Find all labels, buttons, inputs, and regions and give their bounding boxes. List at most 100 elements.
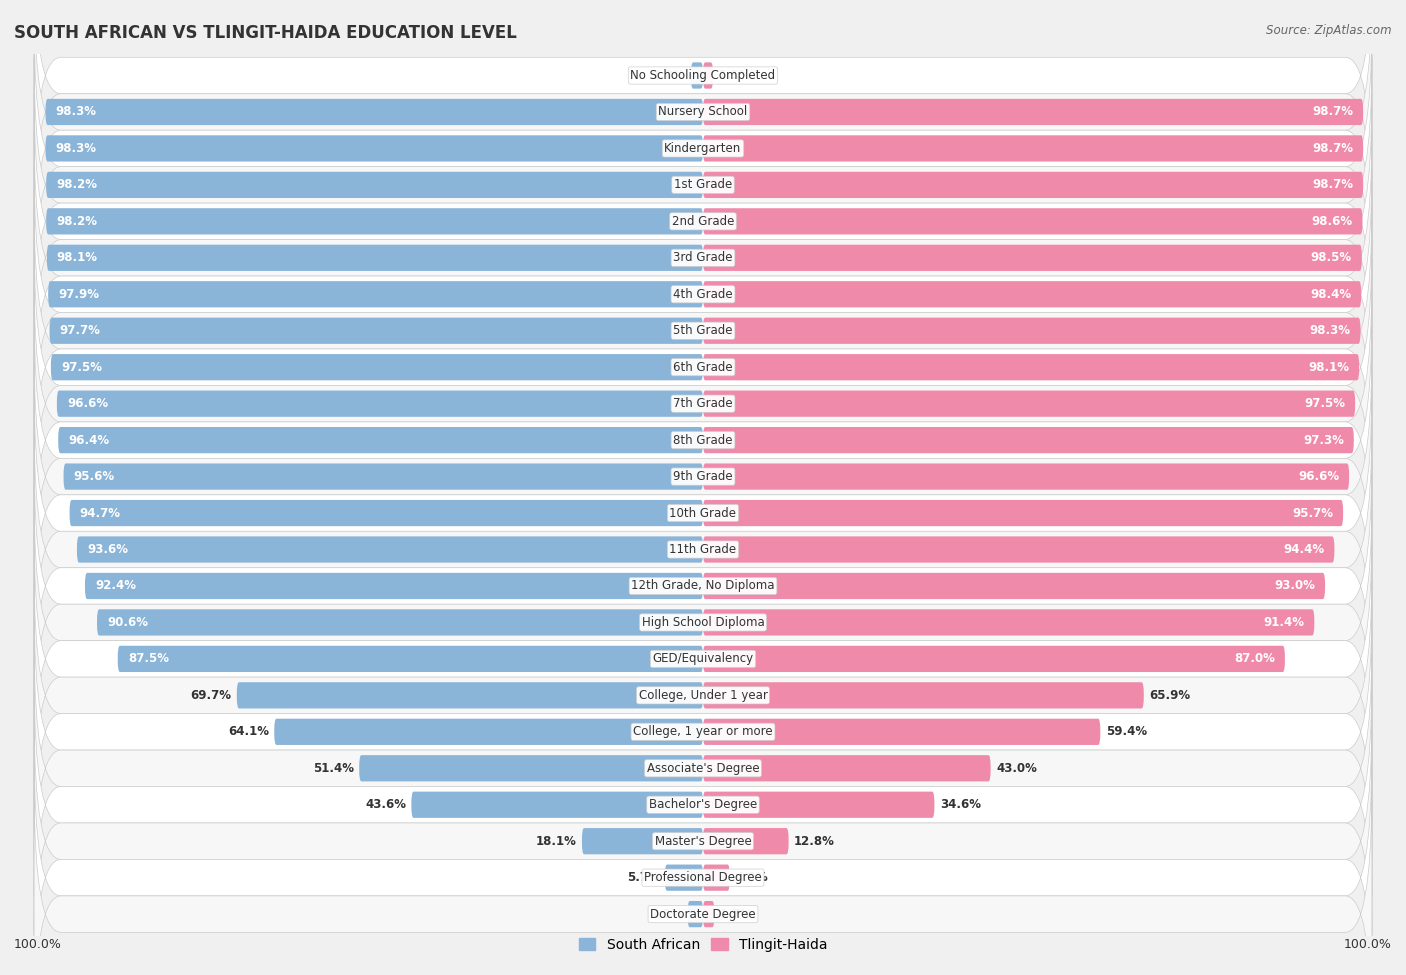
- FancyBboxPatch shape: [34, 276, 1372, 531]
- Text: 59.4%: 59.4%: [1105, 725, 1147, 738]
- Text: 91.4%: 91.4%: [1264, 616, 1305, 629]
- Text: 7th Grade: 7th Grade: [673, 397, 733, 410]
- FancyBboxPatch shape: [703, 136, 1364, 162]
- FancyBboxPatch shape: [45, 98, 703, 125]
- FancyBboxPatch shape: [48, 281, 703, 307]
- Text: 43.6%: 43.6%: [366, 799, 406, 811]
- Text: 4.0%: 4.0%: [735, 871, 768, 884]
- FancyBboxPatch shape: [703, 865, 730, 891]
- Text: Associate's Degree: Associate's Degree: [647, 761, 759, 775]
- FancyBboxPatch shape: [703, 281, 1361, 307]
- FancyBboxPatch shape: [703, 209, 1362, 234]
- Text: 98.4%: 98.4%: [1310, 288, 1351, 300]
- FancyBboxPatch shape: [703, 172, 1364, 198]
- FancyBboxPatch shape: [274, 719, 703, 745]
- FancyBboxPatch shape: [49, 318, 703, 344]
- FancyBboxPatch shape: [703, 609, 1315, 636]
- FancyBboxPatch shape: [236, 682, 703, 709]
- FancyBboxPatch shape: [34, 349, 1372, 604]
- FancyBboxPatch shape: [34, 131, 1372, 385]
- Text: Bachelor's Degree: Bachelor's Degree: [650, 799, 756, 811]
- FancyBboxPatch shape: [63, 463, 703, 489]
- FancyBboxPatch shape: [703, 391, 1355, 416]
- Text: 1.5%: 1.5%: [718, 69, 751, 82]
- Text: Source: ZipAtlas.com: Source: ZipAtlas.com: [1267, 24, 1392, 37]
- Text: 94.7%: 94.7%: [80, 507, 121, 520]
- FancyBboxPatch shape: [703, 354, 1360, 380]
- FancyBboxPatch shape: [703, 719, 1101, 745]
- FancyBboxPatch shape: [34, 94, 1372, 349]
- FancyBboxPatch shape: [34, 167, 1372, 422]
- Text: 4th Grade: 4th Grade: [673, 288, 733, 300]
- Text: 95.7%: 95.7%: [1292, 507, 1333, 520]
- FancyBboxPatch shape: [34, 604, 1372, 859]
- FancyBboxPatch shape: [665, 865, 703, 891]
- Text: 97.7%: 97.7%: [59, 325, 100, 337]
- Text: 97.5%: 97.5%: [60, 361, 101, 373]
- Text: 6th Grade: 6th Grade: [673, 361, 733, 373]
- FancyBboxPatch shape: [34, 495, 1372, 750]
- Text: 96.6%: 96.6%: [1298, 470, 1339, 483]
- FancyBboxPatch shape: [703, 573, 1324, 599]
- FancyBboxPatch shape: [703, 645, 1285, 672]
- Text: 98.1%: 98.1%: [56, 252, 98, 264]
- FancyBboxPatch shape: [703, 463, 1350, 489]
- Text: 96.6%: 96.6%: [67, 397, 108, 410]
- FancyBboxPatch shape: [56, 391, 703, 416]
- FancyBboxPatch shape: [703, 828, 789, 854]
- FancyBboxPatch shape: [51, 354, 703, 380]
- Text: 98.2%: 98.2%: [56, 214, 97, 228]
- Text: 98.2%: 98.2%: [56, 178, 97, 191]
- FancyBboxPatch shape: [69, 500, 703, 526]
- FancyBboxPatch shape: [703, 98, 1364, 125]
- Text: 34.6%: 34.6%: [939, 799, 981, 811]
- Text: 98.3%: 98.3%: [1309, 325, 1351, 337]
- Text: 97.9%: 97.9%: [58, 288, 100, 300]
- FancyBboxPatch shape: [690, 62, 703, 89]
- FancyBboxPatch shape: [34, 677, 1372, 932]
- Text: 92.4%: 92.4%: [96, 579, 136, 593]
- FancyBboxPatch shape: [34, 422, 1372, 677]
- FancyBboxPatch shape: [46, 209, 703, 234]
- FancyBboxPatch shape: [359, 756, 703, 781]
- Text: 51.4%: 51.4%: [314, 761, 354, 775]
- Text: College, 1 year or more: College, 1 year or more: [633, 725, 773, 738]
- Legend: South African, Tlingit-Haida: South African, Tlingit-Haida: [574, 932, 832, 957]
- Text: 18.1%: 18.1%: [536, 835, 576, 847]
- Text: 3rd Grade: 3rd Grade: [673, 252, 733, 264]
- Text: 98.7%: 98.7%: [1312, 142, 1353, 155]
- FancyBboxPatch shape: [34, 787, 1372, 975]
- FancyBboxPatch shape: [34, 240, 1372, 495]
- Text: 100.0%: 100.0%: [14, 938, 62, 951]
- Text: 43.0%: 43.0%: [995, 761, 1036, 775]
- FancyBboxPatch shape: [703, 901, 714, 927]
- FancyBboxPatch shape: [703, 427, 1354, 453]
- Text: 5.7%: 5.7%: [627, 871, 659, 884]
- Text: 98.3%: 98.3%: [55, 142, 97, 155]
- Text: Kindergarten: Kindergarten: [665, 142, 741, 155]
- Text: 93.0%: 93.0%: [1274, 579, 1315, 593]
- Text: 98.6%: 98.6%: [1312, 214, 1353, 228]
- Text: 98.3%: 98.3%: [55, 105, 97, 119]
- Text: 98.5%: 98.5%: [1310, 252, 1351, 264]
- FancyBboxPatch shape: [34, 567, 1372, 823]
- FancyBboxPatch shape: [34, 0, 1372, 203]
- Text: 98.7%: 98.7%: [1312, 178, 1353, 191]
- FancyBboxPatch shape: [46, 172, 703, 198]
- Text: 87.0%: 87.0%: [1234, 652, 1275, 665]
- FancyBboxPatch shape: [58, 427, 703, 453]
- Text: 65.9%: 65.9%: [1149, 689, 1191, 702]
- Text: 11th Grade: 11th Grade: [669, 543, 737, 556]
- Text: 69.7%: 69.7%: [190, 689, 232, 702]
- Text: 100.0%: 100.0%: [1344, 938, 1392, 951]
- Text: 94.4%: 94.4%: [1284, 543, 1324, 556]
- Text: 97.3%: 97.3%: [1303, 434, 1344, 447]
- Text: 90.6%: 90.6%: [107, 616, 148, 629]
- Text: 9th Grade: 9th Grade: [673, 470, 733, 483]
- Text: SOUTH AFRICAN VS TLINGIT-HAIDA EDUCATION LEVEL: SOUTH AFRICAN VS TLINGIT-HAIDA EDUCATION…: [14, 24, 517, 42]
- FancyBboxPatch shape: [46, 245, 703, 271]
- Text: 12.8%: 12.8%: [794, 835, 835, 847]
- FancyBboxPatch shape: [703, 682, 1144, 709]
- Text: 2nd Grade: 2nd Grade: [672, 214, 734, 228]
- Text: 1st Grade: 1st Grade: [673, 178, 733, 191]
